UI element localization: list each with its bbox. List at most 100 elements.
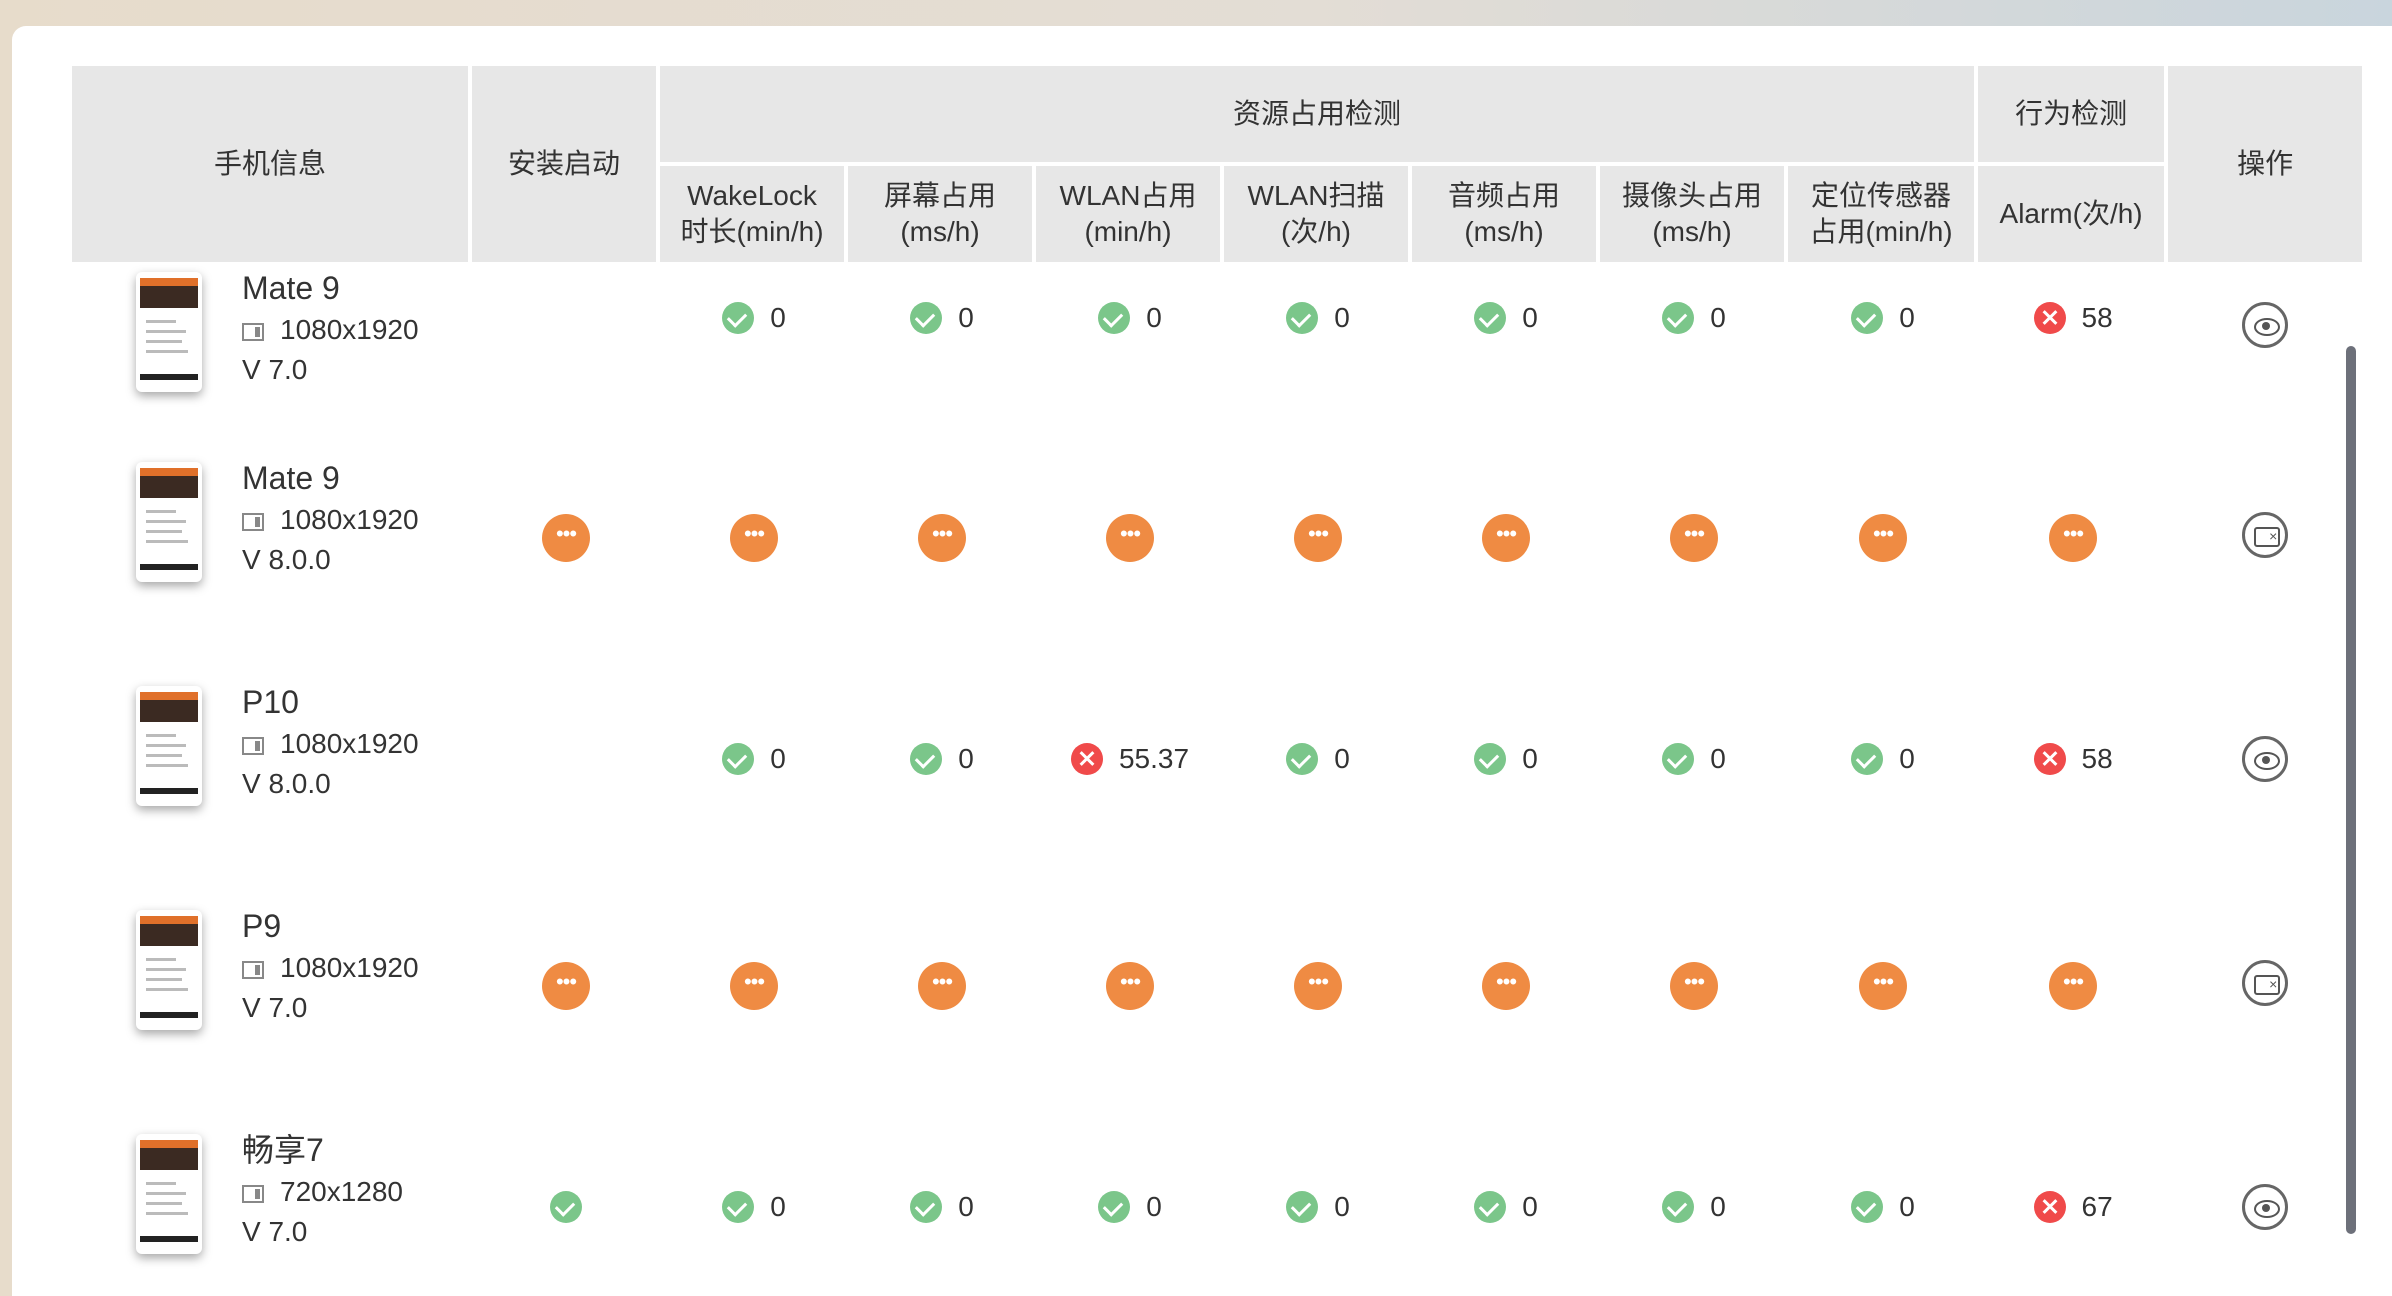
table-row: Mate 9 1080x1920 V 7.0 0 0 0 0 0 0 0 58: [72, 266, 2362, 426]
phone-info: P9 1080x1920 V 7.0: [72, 904, 472, 1030]
phone-info: Mate 9 1080x1920 V 7.0: [72, 266, 472, 392]
phone-info: Mate 9 1080x1920 V 8.0.0: [72, 456, 472, 582]
camera-cell: 0: [1600, 650, 1788, 874]
header-audio: 音频占用 (ms/h): [1412, 166, 1600, 266]
check-circle-icon: [722, 1190, 755, 1223]
x-circle-icon: [1070, 742, 1103, 775]
header-wlan: WLAN占用 (min/h): [1036, 166, 1224, 266]
ellipsis-circle-icon: •••: [1859, 514, 1908, 562]
screen-cell: 0: [848, 1098, 1036, 1296]
ellipsis-circle-icon: •••: [1294, 962, 1342, 1010]
camera-cell: •••: [1600, 426, 1788, 650]
location-cell: •••: [1788, 874, 1978, 1098]
header-wlan-scan: WLAN扫描 (次/h): [1224, 166, 1412, 266]
operation-cell: [2168, 650, 2362, 874]
ellipsis-circle-icon: •••: [918, 514, 966, 562]
wlan-cell: 0: [1036, 1098, 1224, 1296]
camera-cell: 0: [1600, 266, 1788, 426]
phone-info: 畅享7 720x1280 V 7.0: [72, 1128, 472, 1254]
phone-os-version: V 8.0.0: [242, 768, 331, 799]
metric-value: 0: [1899, 742, 1915, 774]
install-start-cell: •••: [472, 874, 660, 1098]
metric-value: 0: [1710, 742, 1726, 774]
check-circle-icon: [910, 302, 943, 334]
view-details-eye-icon[interactable]: [2242, 302, 2289, 348]
check-circle-icon: [550, 1190, 582, 1223]
check-circle-icon: [1662, 742, 1695, 775]
phone-screenshot-thumbnail[interactable]: [136, 910, 202, 1030]
phone-info-cell: P9 1080x1920 V 7.0: [72, 874, 472, 1098]
device-table-container: 手机信息 安装启动 资源占用检测 行为检测 操作 WakeLock 时长(min/…: [72, 66, 2362, 1296]
metric-value: 67: [2081, 1190, 2113, 1222]
check-circle-icon: [1098, 302, 1131, 334]
ellipsis-circle-icon: •••: [730, 962, 778, 1010]
phone-resolution: 1080x1920: [280, 314, 419, 345]
audio-cell: •••: [1412, 874, 1600, 1098]
check-circle-icon: [1662, 302, 1695, 334]
phone-model-name: P10: [242, 684, 299, 720]
ellipsis-circle-icon: •••: [1294, 514, 1342, 562]
wlan-scan-cell: •••: [1224, 874, 1412, 1098]
phone-details: 畅享7 720x1280 V 7.0: [242, 1128, 403, 1252]
view-details-eye-icon[interactable]: [2242, 735, 2289, 782]
screen-cell: 0: [848, 266, 1036, 426]
x-circle-icon: [2033, 1190, 2066, 1223]
audio-cell: •••: [1412, 426, 1600, 650]
phone-screenshot-thumbnail[interactable]: [136, 686, 202, 806]
check-circle-icon: [1098, 1190, 1131, 1223]
phone-screenshot-thumbnail[interactable]: [136, 272, 202, 392]
ellipsis-circle-icon: •••: [1106, 514, 1154, 562]
screen-close-icon[interactable]: [2242, 959, 2289, 1006]
install-start-cell: [472, 266, 660, 426]
table-row: Mate 9 1080x1920 V 8.0.0 ••• ••• ••• ••• ••• •••…: [72, 426, 2362, 650]
ellipsis-circle-icon: •••: [542, 514, 590, 562]
audio-cell: 0: [1412, 266, 1600, 426]
phone-model-name: 畅享7: [242, 1132, 324, 1168]
ellipsis-circle-icon: •••: [1859, 962, 1908, 1010]
ellipsis-circle-icon: •••: [730, 514, 778, 562]
alarm-cell: •••: [1978, 426, 2168, 650]
wakelock-cell: 0: [660, 266, 848, 426]
phone-details: Mate 9 1080x1920 V 8.0.0: [242, 456, 419, 580]
phone-resolution: 720x1280: [280, 1176, 404, 1207]
vertical-scrollbar[interactable]: [2346, 346, 2356, 1234]
camera-cell: 0: [1600, 1098, 1788, 1296]
location-cell: 0: [1788, 1098, 1978, 1296]
alarm-cell: 58: [1978, 266, 2168, 426]
ellipsis-circle-icon: •••: [2049, 962, 2098, 1010]
phone-os-version: V 8.0.0: [242, 544, 331, 575]
resolution-icon: [242, 961, 264, 979]
ellipsis-circle-icon: •••: [918, 962, 966, 1010]
metric-value: 0: [1899, 1190, 1915, 1222]
phone-resolution: 1080x1920: [280, 728, 419, 759]
wakelock-cell: 0: [660, 650, 848, 874]
operation-cell: [2168, 266, 2362, 426]
screen-close-icon[interactable]: [2242, 511, 2289, 558]
phone-details: P9 1080x1920 V 7.0: [242, 904, 419, 1028]
metric-value: 0: [958, 302, 974, 333]
table-row: P10 1080x1920 V 8.0.0 0 0 55.37 0 0 0 0 58: [72, 650, 2362, 874]
install-start-cell: •••: [472, 426, 660, 650]
wakelock-cell: •••: [660, 426, 848, 650]
phone-model-name: P9: [242, 908, 282, 944]
view-details-eye-icon[interactable]: [2242, 1183, 2289, 1230]
phone-info-cell: Mate 9 1080x1920 V 8.0.0: [72, 426, 472, 650]
phone-screenshot-thumbnail[interactable]: [136, 462, 202, 582]
phone-info-cell: P10 1080x1920 V 8.0.0: [72, 650, 472, 874]
phone-details: Mate 9 1080x1920 V 7.0: [242, 266, 419, 390]
ellipsis-circle-icon: •••: [1482, 962, 1530, 1010]
check-circle-icon: [1851, 1190, 1884, 1223]
phone-screenshot-thumbnail[interactable]: [136, 1134, 202, 1254]
operation-cell: [2168, 874, 2362, 1098]
phone-os-version: V 7.0: [242, 1216, 308, 1247]
check-circle-icon: [910, 1190, 943, 1223]
metric-value: 0: [1522, 302, 1538, 333]
header-install-start: 安装启动: [472, 66, 660, 266]
metric-value: 0: [1146, 302, 1162, 333]
check-circle-icon: [1851, 742, 1884, 775]
wlan-cell: •••: [1036, 426, 1224, 650]
metric-value: 58: [2081, 302, 2113, 333]
metric-value: 0: [1522, 1190, 1538, 1222]
check-circle-icon: [1474, 742, 1507, 775]
install-start-cell: [472, 650, 660, 874]
